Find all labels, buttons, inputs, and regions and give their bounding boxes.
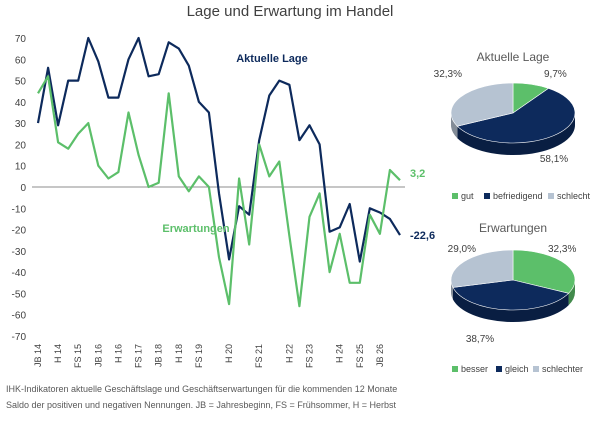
pie-slice-befriedigend (456, 88, 576, 144)
series-labels: Aktuelle Lage -22,6 Erwartungen 3,2 (162, 53, 435, 242)
series-line-erwartungen (37, 75, 401, 308)
footer-note-line1: IHK-Indikatoren aktuelle Geschäftslage u… (6, 384, 398, 394)
y-tick-label: 40 (15, 98, 27, 109)
y-tick-label: -10 (12, 204, 27, 215)
pie-slice-side-schlechter (451, 280, 453, 300)
x-tick-label: H 14 (53, 344, 63, 363)
x-tick-label: H 16 (113, 344, 123, 363)
y-axis: 70 60 50 40 30 20 10 0 -10 -20 -30 -40 -50 -60 -70 (12, 34, 27, 343)
legend-entry-schlecht: schlecht (557, 191, 591, 201)
y-tick-label: -70 (12, 332, 27, 343)
x-tick-label: H 22 (284, 344, 294, 363)
pie-slice-side-gleich (452, 287, 569, 322)
x-tick-label: FS 19 (194, 344, 204, 368)
legend-entry-gleich: gleich (505, 364, 529, 374)
series-name-erwartungen: Erwartungen (162, 223, 230, 235)
x-tick-label: FS 25 (355, 344, 365, 368)
chart-title: Lage und Erwartung im Handel (187, 3, 394, 20)
pie-slice-side-schlecht (451, 113, 458, 139)
y-tick-label: -60 (12, 311, 27, 322)
pie-value-label-gut: 9,7% (544, 69, 567, 80)
pie-value-label-besser: 32,3% (548, 244, 576, 255)
series-name-aktuelle-lage: Aktuelle Lage (236, 53, 308, 65)
x-tick-label: H 20 (224, 344, 234, 363)
x-tick-label: H 18 (174, 344, 184, 363)
y-tick-label: 70 (15, 34, 27, 45)
legend-entry-besser: besser (461, 364, 488, 374)
y-tick-label: 60 (15, 55, 27, 66)
pie-slice-gleich (452, 279, 570, 311)
x-tick-label: FS 21 (254, 344, 264, 368)
legend-swatch-befriedigend (484, 193, 490, 199)
series-line-aktuelle-lage (36, 36, 401, 263)
legend-swatch-besser (452, 366, 458, 372)
pie-value-label-schlecht: 32,3% (434, 69, 462, 80)
legend-swatch-schlechter (533, 366, 539, 372)
legend-entry-schlechter: schlechter (542, 364, 583, 374)
line-series (36, 36, 401, 308)
legend-swatch-schlecht (548, 193, 554, 199)
pie-title: Aktuelle Lage (477, 50, 550, 64)
pie-value-label-befriedigend: 58,1% (540, 154, 568, 165)
x-tick-label: JB 14 (33, 344, 43, 367)
y-tick-label: 20 (15, 140, 27, 151)
x-tick-label: FS 15 (73, 344, 83, 368)
pie-slice-besser (512, 249, 576, 294)
y-tick-label: -30 (12, 247, 27, 258)
footer-note-line2: Saldo der positiven und negativen Nennun… (6, 400, 396, 410)
x-tick-label: JB 26 (375, 344, 385, 367)
pie-slice-side-befriedigend (457, 113, 575, 155)
y-tick-label: -40 (12, 268, 27, 279)
pie-chart-aktuelle-lage: Aktuelle Lage 9,7% 58,1% 32,3% gut befriedige… (434, 50, 591, 201)
pie-slice-side-besser (568, 280, 575, 306)
y-tick-label: -50 (12, 289, 27, 300)
x-tick-label: FS 23 (305, 344, 315, 368)
x-axis: JB 14 H 14 FS 15 JB 16 H 16 FS 17 JB 18 H 18 FS … (33, 344, 385, 368)
y-tick-label: -20 (12, 226, 27, 237)
legend-swatch-gut (452, 193, 458, 199)
pie-slice-schlecht (450, 82, 514, 127)
pie-title: Erwartungen (479, 221, 547, 235)
pie-value-label-gleich: 38,7% (466, 334, 494, 345)
legend-entry-gut: gut (461, 191, 474, 201)
y-tick-label: 30 (15, 119, 27, 130)
x-tick-label: H 24 (335, 344, 345, 363)
pie-slice-schlechter (450, 249, 514, 288)
pie-value-label-schlechter: 29,0% (448, 244, 476, 255)
end-value-label-aktuelle-lage: -22,6 (410, 230, 435, 242)
end-value-label-erwartungen: 3,2 (410, 168, 425, 180)
y-tick-label: 10 (15, 162, 27, 173)
x-tick-label: JB 18 (154, 344, 164, 367)
x-tick-label: JB 16 (93, 344, 103, 367)
y-tick-label: 50 (15, 77, 27, 88)
legend-swatch-gleich (496, 366, 502, 372)
x-tick-label: FS 17 (134, 344, 144, 368)
y-tick-label: 0 (20, 183, 26, 194)
legend-entry-befriedigend: befriedigend (493, 191, 543, 201)
